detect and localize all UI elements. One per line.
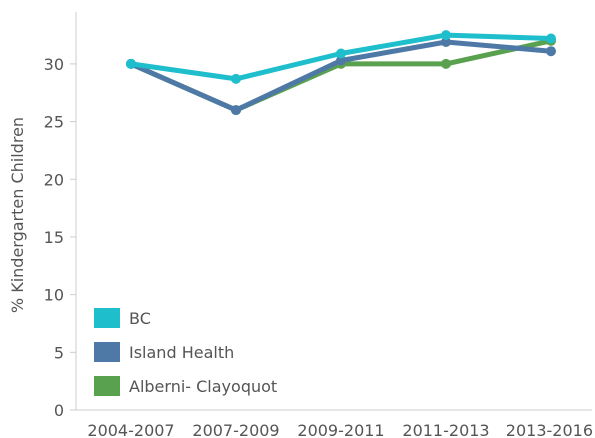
chart-axes: [75, 12, 592, 411]
legend-swatch-island-health: [94, 342, 120, 362]
data-point-bc: [231, 73, 241, 84]
data-point-bc: [126, 58, 136, 69]
x-tick-label: 2009-2011: [297, 421, 384, 438]
x-tick-label: 2013-2016: [506, 421, 593, 438]
legend-label-alberni-clayoquot: Alberni- Clayoquot: [129, 377, 277, 396]
y-tick-label: 15: [44, 228, 64, 247]
legend-swatch-bc: [94, 308, 120, 328]
y-axis-title: % Kindergarten Children: [8, 117, 27, 313]
x-tick-label: 2007-2009: [192, 421, 279, 438]
data-point-island-health: [336, 55, 346, 66]
data-point-island-health: [441, 37, 451, 47]
x-tick-labels: 2004-2007 2007-2009 2009-2011 2011-2013 2013…: [87, 421, 593, 438]
y-tick-labels: 0 5 10 15 20 25 30: [44, 55, 76, 420]
y-tick-label: 0: [54, 401, 64, 420]
legend-swatch-alberni-clayoquot: [94, 376, 120, 396]
data-point-island-health: [546, 46, 556, 57]
data-point-bc: [546, 33, 556, 44]
y-tick-label: 30: [44, 55, 64, 74]
data-point-bc: [441, 30, 451, 41]
data-point-island-health: [231, 105, 241, 116]
x-tick-label: 2004-2007: [87, 421, 174, 438]
legend: BC Island Health Alberni- Clayoquot: [94, 308, 277, 396]
data-point-bc: [336, 48, 346, 59]
legend-label-island-health: Island Health: [129, 343, 234, 362]
data-point-alberni-clayoquot: [441, 58, 451, 69]
y-tick-label: 25: [44, 113, 64, 132]
legend-label-bc: BC: [129, 309, 151, 328]
y-tick-label: 5: [54, 343, 64, 362]
y-tick-label: 20: [44, 170, 64, 189]
y-tick-label: 10: [44, 286, 64, 305]
series-lines: [126, 30, 556, 116]
x-tick-label: 2011-2013: [402, 421, 489, 438]
